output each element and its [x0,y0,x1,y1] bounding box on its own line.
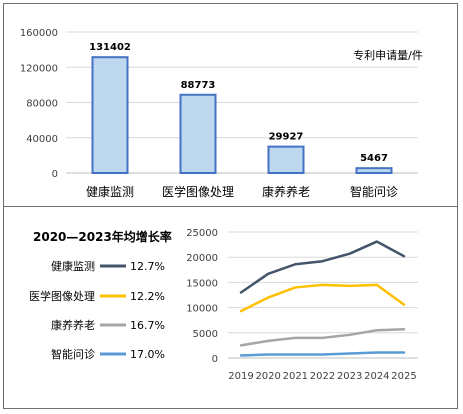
bar-y-tick-labels: 0 40000 80000 120000 160000 [20,28,58,180]
bar [91,56,129,174]
line-series-2 [239,283,406,313]
line-x-tick-label: 2021 [283,371,308,382]
line-x-tick-label: 2025 [391,371,416,382]
line-series-3 [239,328,406,347]
line-x-tick-label: 2019 [228,371,253,382]
bar-value-label: 88773 [181,80,216,91]
bar [355,167,393,174]
legend-rate: 12.2% [130,290,165,303]
bar [179,93,217,174]
bar-category-labels: 健康监测 医学图像处理 康养养老 智能问诊 [86,184,398,199]
line-gridlines [228,231,418,359]
line-y-tick-label: 0 [212,354,218,365]
bar-category-label: 智能问诊 [350,184,398,199]
line-series-4 [239,351,406,357]
bar-y-tick-label: 80000 [26,99,58,110]
bar-unit-annotation: 专利申请量/件 [353,48,423,62]
line-x-tick-label: 2020 [255,371,280,382]
bar-bars [91,56,393,174]
bar-category-label: 康养养老 [262,184,310,199]
bar-value-label: 29927 [269,132,304,143]
growth-legend: 健康监测 12.7% 医学图像处理 12.2% 康养养老 16.7% 智能问诊 17.0% [29,259,165,361]
line-x-tick-label: 2023 [337,371,362,382]
bar [267,145,305,174]
bar-category-label: 健康监测 [86,184,134,199]
legend-name: 健康监测 [51,259,95,273]
legend-name: 康养养老 [51,318,95,332]
line-series [239,240,406,357]
bar-y-tick-label: 40000 [26,134,58,145]
line-y-tick-label: 10000 [186,304,218,315]
line-y-tick-label: 15000 [186,278,218,289]
line-series-1 [239,240,406,294]
bar-category-label: 医学图像处理 [162,184,234,199]
growth-title: 2020—2023年均增长率 [33,229,172,244]
legend-name: 智能问诊 [51,347,95,361]
legend-rate: 12.7% [130,260,165,273]
line-y-tick-label: 25000 [186,228,218,239]
line-x-tick-label: 2024 [364,371,389,382]
bar-value-label: 5467 [360,153,388,164]
bar-y-tick-label: 0 [52,169,58,180]
legend-rate: 17.0% [130,348,165,361]
line-y-tick-label: 5000 [193,329,218,340]
panel-divider [3,206,458,207]
line-x-tick-labels: 2019 2020 2021 2022 2023 2024 2025 [228,371,416,382]
line-y-tick-labels: 0 5000 10000 15000 20000 25000 [186,228,218,365]
legend-rate: 16.7% [130,319,165,332]
line-x-tick-label: 2022 [310,371,335,382]
line-y-tick-label: 20000 [186,253,218,264]
bar-value-labels: 131402 88773 29927 5467 [89,42,388,164]
bar-value-label: 131402 [89,42,131,53]
legend-name: 医学图像处理 [29,289,95,303]
bar-y-tick-label: 160000 [20,28,58,39]
bar-y-tick-label: 120000 [20,63,58,74]
